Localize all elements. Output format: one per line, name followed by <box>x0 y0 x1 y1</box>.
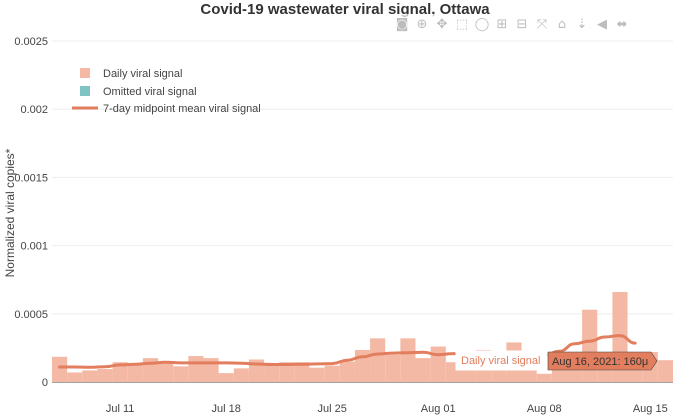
x-tick-label: Aug 08 <box>527 403 562 415</box>
x-tick-label: Jul 25 <box>318 403 347 415</box>
toggle-spike-lines-icon[interactable]: ⇣ <box>576 16 588 32</box>
zoom-out-icon[interactable]: ⊟ <box>516 16 528 32</box>
daily-bar[interactable] <box>430 346 446 382</box>
daily-bar[interactable] <box>339 361 355 382</box>
daily-bar[interactable] <box>97 369 113 382</box>
lasso-select-icon[interactable]: ◯ <box>474 16 490 32</box>
y-axis-label: Normalized viral copies* <box>3 148 17 277</box>
daily-bar[interactable] <box>188 356 204 382</box>
daily-bar[interactable] <box>400 338 416 382</box>
zoom-in-icon[interactable]: ⊞ <box>496 16 508 32</box>
box-select-icon[interactable]: ⬚ <box>455 16 469 32</box>
daily-bar[interactable] <box>279 362 295 382</box>
x-axis-ticks: Jul 11 Jul 18 Jul 25 Aug 01 Aug 08 Aug 15 <box>106 403 668 415</box>
daily-bar[interactable] <box>218 373 234 382</box>
x-tick-label: Aug 01 <box>421 403 456 415</box>
daily-bar[interactable] <box>415 358 431 382</box>
show-closest-data-icon[interactable]: ◀ <box>597 16 607 32</box>
y-tick-label: 0.0005 <box>14 309 48 321</box>
daily-bar[interactable] <box>233 368 249 382</box>
daily-bar[interactable] <box>67 372 83 382</box>
y-tick-label: 0.001 <box>20 241 48 253</box>
daily-bar[interactable] <box>112 362 128 382</box>
x-tick-label: Jul 18 <box>212 403 241 415</box>
hover-series-label: Daily viral signal <box>461 355 540 367</box>
daily-bar[interactable] <box>657 360 673 382</box>
hover-value-box <box>547 351 658 371</box>
daily-bar[interactable] <box>582 309 598 382</box>
legend-swatch-daily[interactable] <box>80 68 90 78</box>
daily-bar[interactable] <box>309 367 325 382</box>
daily-bar[interactable] <box>536 373 552 382</box>
hover-tooltip: Daily viral signal Aug 16, 2021: 160μ <box>455 350 658 371</box>
y-axis-ticks: 0 0.0005 0.001 0.0015 0.002 0.0025 <box>14 36 48 389</box>
daily-bar[interactable] <box>324 365 340 382</box>
compare-data-icon[interactable]: ⬌ <box>616 16 628 32</box>
daily-bar[interactable] <box>127 363 143 382</box>
x-tick-label: Aug 15 <box>633 403 668 415</box>
legend-label-mean[interactable]: 7-day midpoint mean viral signal <box>103 103 261 115</box>
modebar: ◙ ⊕ ✥ ⬚ ◯ ⊞ ⊟ ⤧ ⌂ ⇣ ◀ ⬌ <box>392 14 632 34</box>
x-tick-label: Jul 11 <box>106 403 135 415</box>
y-tick-label: 0.0015 <box>14 172 48 184</box>
legend-label-omitted[interactable]: Omitted viral signal <box>103 86 197 98</box>
legend-swatch-omitted[interactable] <box>80 86 90 96</box>
legend-label-daily[interactable]: Daily viral signal <box>103 68 182 80</box>
autoscale-icon[interactable]: ⤧ <box>536 16 548 32</box>
daily-bar[interactable] <box>158 363 174 382</box>
chart-title: Covid-19 wastewater viral signal, Ottawa <box>200 1 490 18</box>
daily-bar[interactable] <box>52 356 68 382</box>
daily-bar[interactable] <box>370 338 386 382</box>
daily-bar[interactable] <box>173 366 189 382</box>
daily-bar[interactable] <box>82 370 98 382</box>
y-tick-label: 0.0025 <box>14 36 48 48</box>
y-tick-label: 0.002 <box>20 104 48 116</box>
reset-axes-icon[interactable]: ⌂ <box>557 16 567 32</box>
hover-value-text: Aug 16, 2021: 160μ <box>552 356 648 368</box>
daily-bar[interactable] <box>294 362 310 382</box>
legend[interactable]: Daily viral signal Omitted viral signal … <box>72 68 261 115</box>
hover-series-box <box>455 350 548 371</box>
daily-bar[interactable] <box>385 354 401 382</box>
pan-icon[interactable]: ✥ <box>436 16 448 32</box>
zoom-icon[interactable]: ⊕ <box>416 16 428 32</box>
camera-icon[interactable]: ◙ <box>395 16 409 32</box>
daily-bar[interactable] <box>264 364 280 382</box>
y-tick-label: 0 <box>42 377 48 389</box>
